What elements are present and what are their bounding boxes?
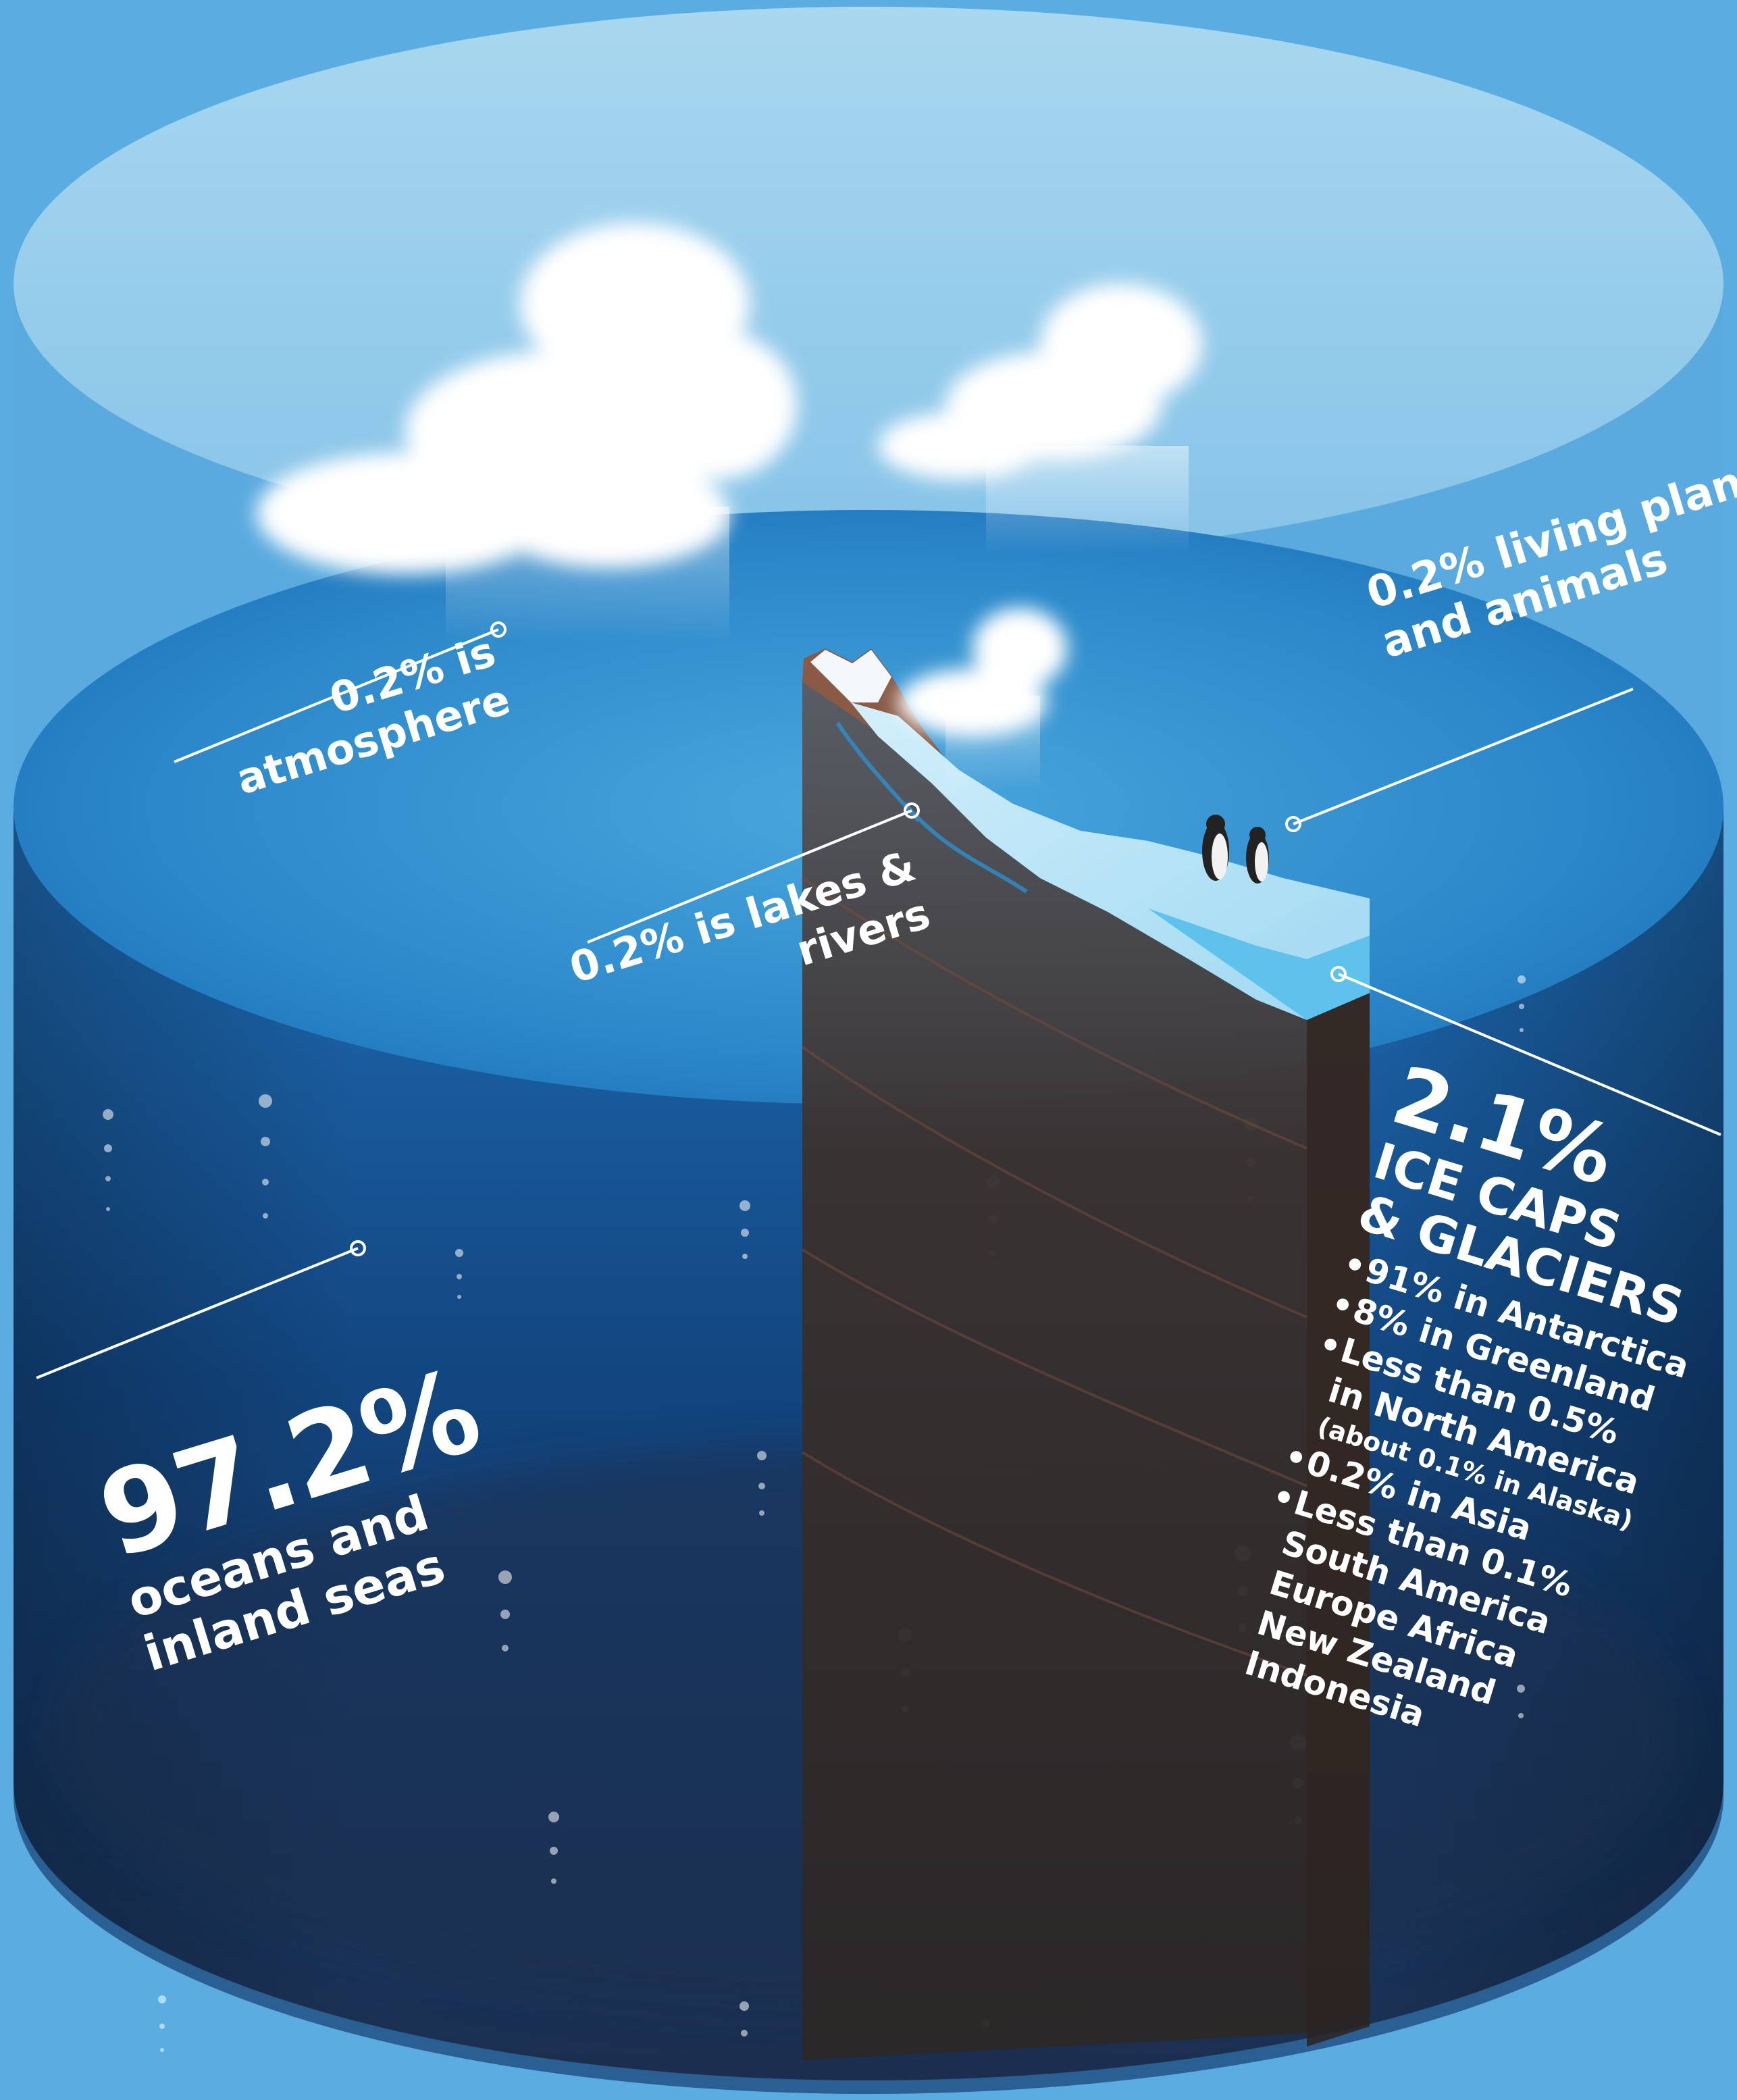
cloud-large (257, 223, 797, 574)
living-leader-dot (1285, 816, 1301, 832)
ice-cap-block (1148, 908, 1370, 1020)
ice-leader-line (1338, 973, 1721, 1136)
cylinder-top (14, 7, 1723, 561)
lakes-leader-line (587, 809, 912, 944)
penguins (1202, 815, 1269, 883)
atmosphere-leader-dot (490, 621, 507, 638)
cloud-right (878, 284, 1202, 480)
living-leader-line (1293, 688, 1634, 825)
oceans-leader-dot (350, 1240, 366, 1256)
earth-slab-front (802, 679, 1307, 2060)
clouds (257, 223, 1202, 790)
lakes-leader-dot (904, 802, 920, 819)
snow-peak (810, 650, 891, 702)
oceans-leader-line (36, 1247, 359, 1379)
atmosphere-leader-line (174, 628, 499, 763)
ice-leader-dot (1330, 966, 1347, 982)
leader-lines (36, 621, 1721, 1379)
cloud-small (898, 608, 1067, 736)
earth-strata (801, 877, 1307, 1676)
